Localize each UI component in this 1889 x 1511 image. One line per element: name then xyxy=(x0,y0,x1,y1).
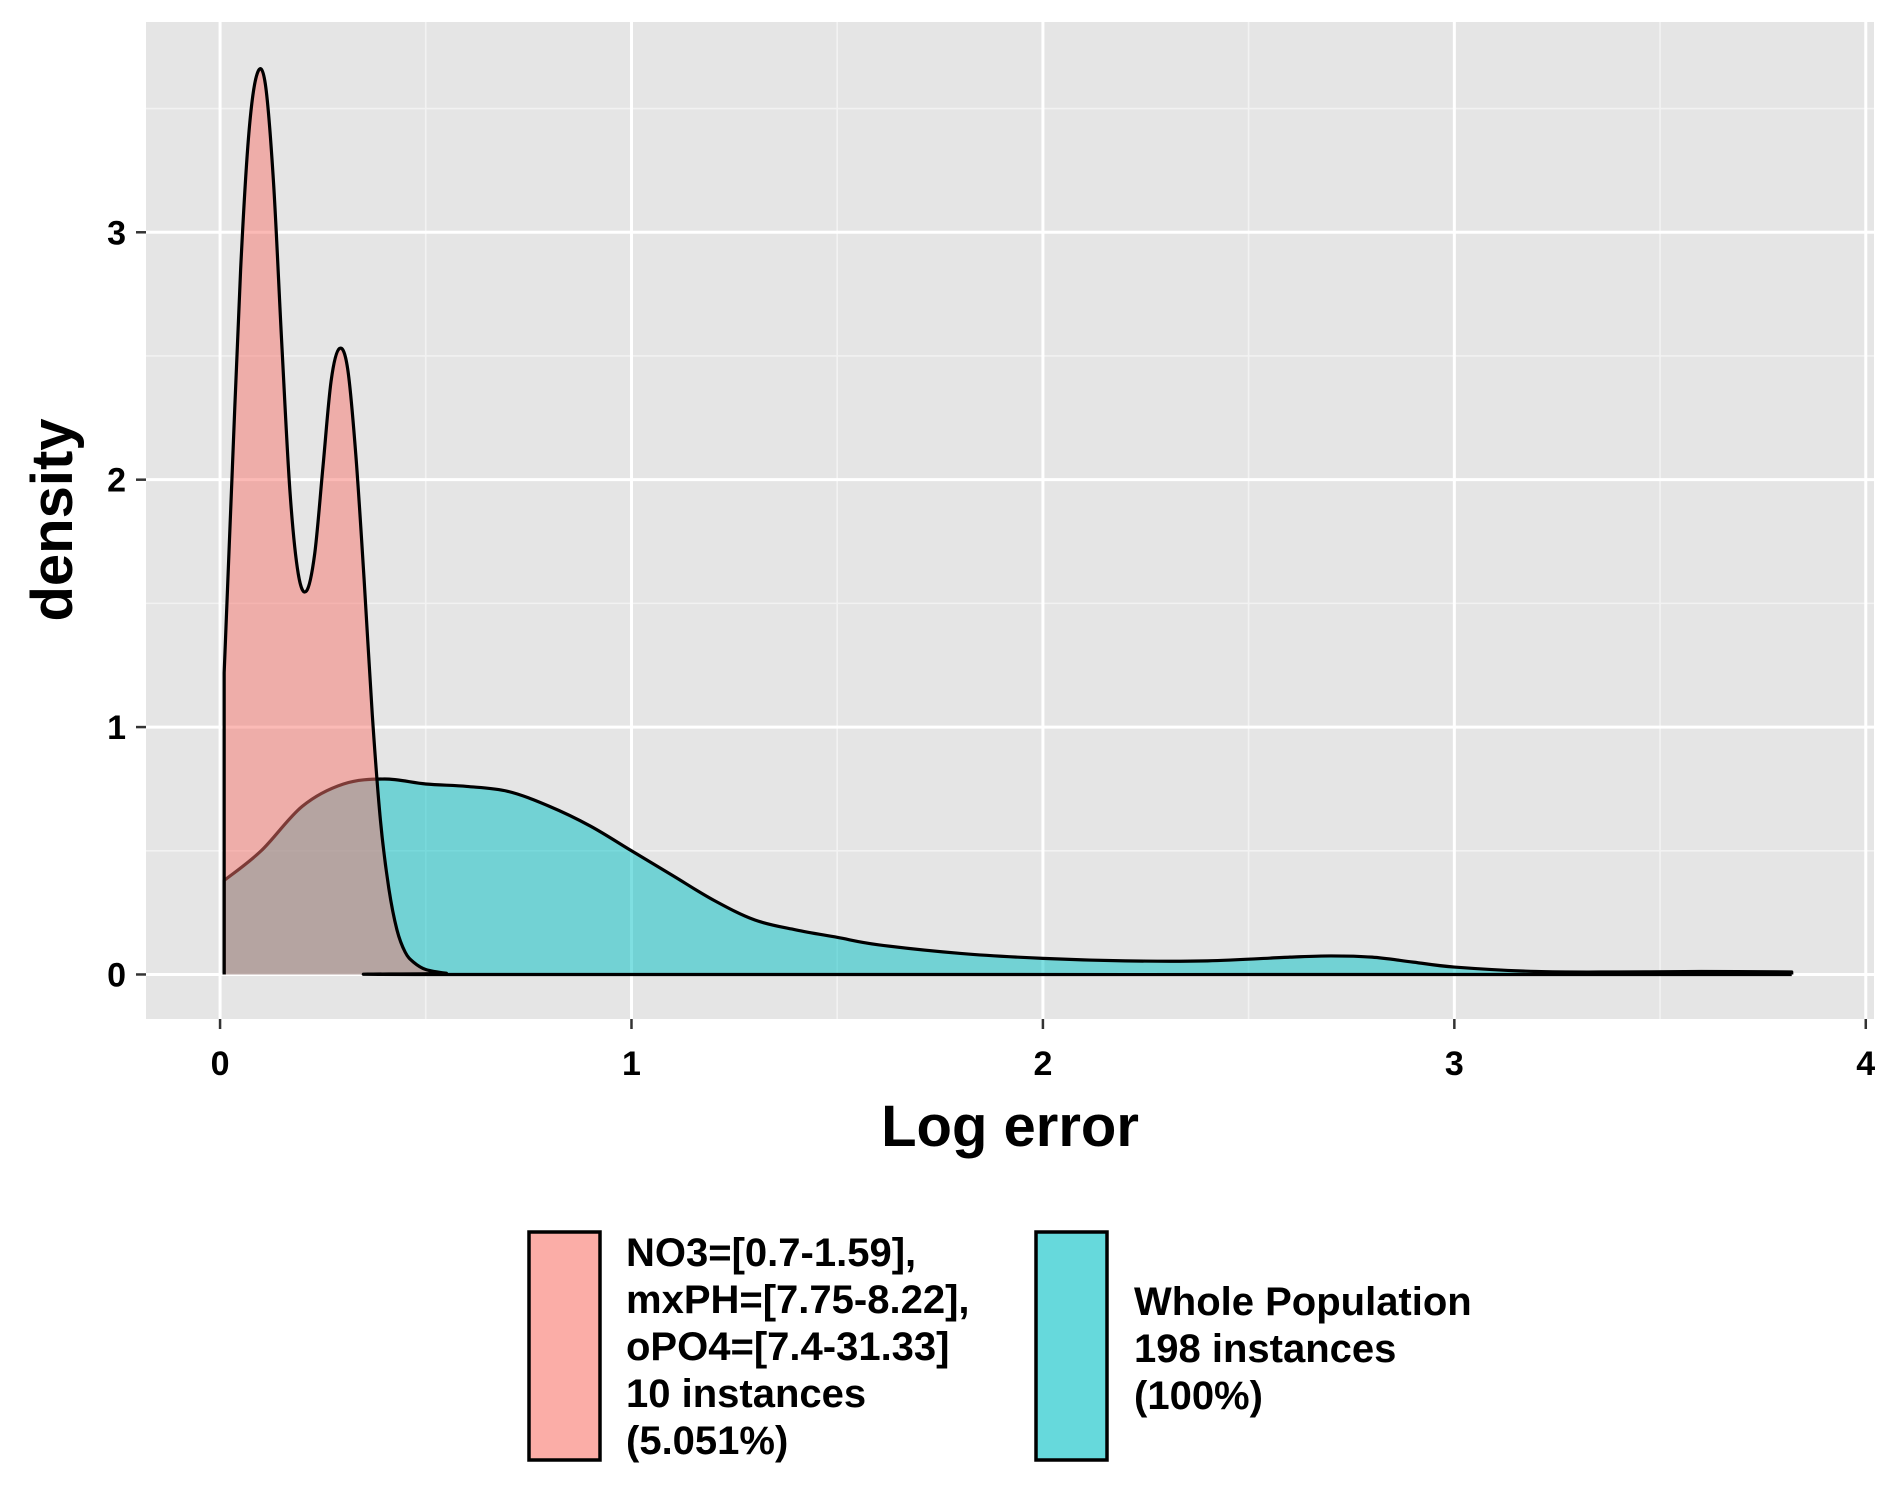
legend-key-1 xyxy=(1034,1230,1109,1462)
series-layer xyxy=(222,67,1794,977)
legend-label-0-line-1: mxPH=[7.75-8.22], xyxy=(626,1278,970,1322)
x-tick-label: 0 xyxy=(211,1045,230,1083)
minor-gridlines xyxy=(146,22,1874,1019)
legend-key-0 xyxy=(527,1230,602,1462)
x-tick-label: 4 xyxy=(1856,1045,1875,1083)
series-1-outline xyxy=(222,777,1794,975)
legend: NO3=[0.7-1.59],mxPH=[7.75-8.22],oPO4=[7.… xyxy=(527,1230,1472,1463)
legend-label-1-line-1: 198 instances xyxy=(1134,1327,1396,1371)
x-axis: 0 1 2 3 4 xyxy=(211,1019,1875,1083)
y-tick-label: 1 xyxy=(107,709,126,747)
y-axis: 0 1 2 3 xyxy=(107,214,146,994)
x-tick-label: 3 xyxy=(1445,1045,1464,1083)
y-tick-label: 2 xyxy=(107,462,126,500)
y-tick-label: 0 xyxy=(107,956,126,994)
series-0-outline xyxy=(222,67,1792,977)
x-tick-label: 1 xyxy=(622,1045,641,1083)
legend-label-0-line-2: oPO4=[7.4-31.33] xyxy=(626,1325,950,1369)
series-0-area xyxy=(224,68,1792,975)
y-tick-label: 3 xyxy=(107,214,126,252)
legend-label-0-line-0: NO3=[0.7-1.59], xyxy=(626,1231,916,1275)
y-axis-title: density xyxy=(20,418,85,621)
x-tick-label: 2 xyxy=(1033,1045,1052,1083)
x-axis-title: Log error xyxy=(881,1094,1139,1159)
legend-label-1-line-2: (100%) xyxy=(1134,1374,1263,1418)
legend-label-0-line-4: (5.051%) xyxy=(626,1419,788,1463)
legend-label-0-line-3: 10 instances xyxy=(626,1372,866,1416)
series-1-area xyxy=(224,779,1792,975)
legend-label-1-line-0: Whole Population xyxy=(1134,1280,1472,1324)
